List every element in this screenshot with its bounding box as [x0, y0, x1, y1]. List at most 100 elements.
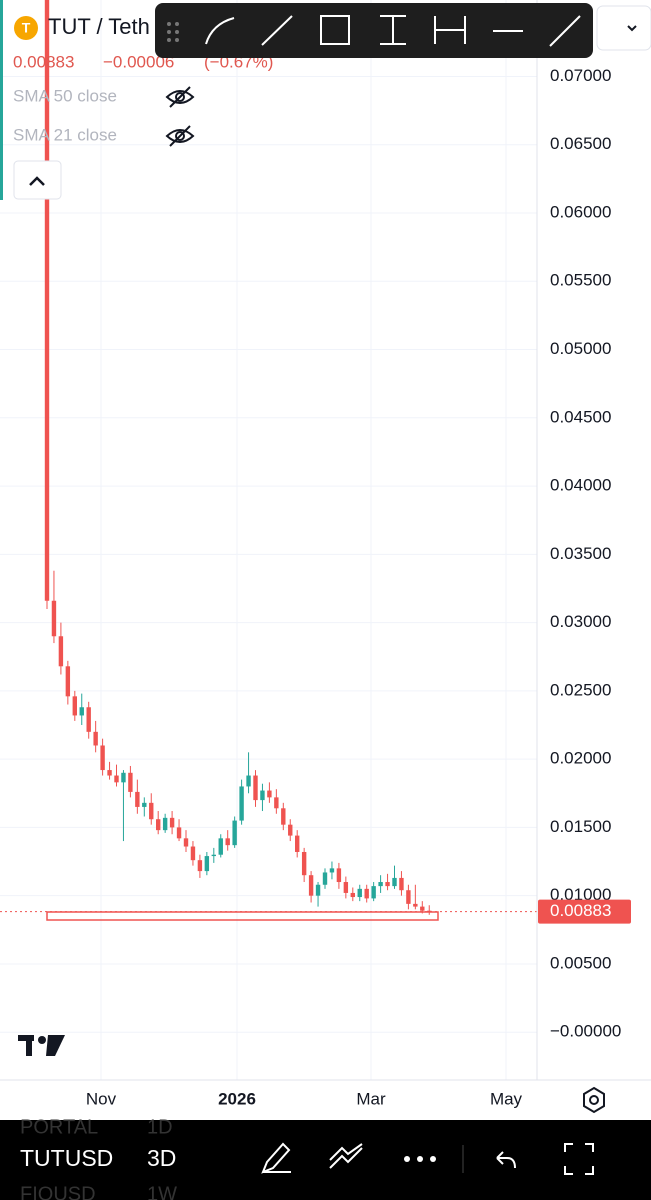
candle-body: [308, 875, 314, 896]
more-button[interactable]: [404, 1156, 436, 1162]
settings-button[interactable]: [583, 1086, 605, 1114]
candle-body: [232, 820, 237, 846]
coin-icon: [14, 16, 38, 40]
candle-body: [183, 838, 189, 847]
candle-body: [322, 872, 328, 885]
candle-body: [128, 772, 133, 792]
price-change: −0.00006: [103, 52, 174, 71]
fullscreen-button[interactable]: [564, 1143, 594, 1175]
candle-body: [357, 888, 362, 898]
x-tick-label: Mar: [356, 1089, 386, 1108]
candle-body: [176, 827, 182, 839]
last-price-label: 0.00883: [550, 901, 611, 920]
y-tick-label: 0.04500: [550, 407, 611, 426]
candle-body: [142, 802, 147, 807]
indicator-label[interactable]: SMA 21 close: [13, 125, 117, 144]
y-tick-label: 0.07000: [550, 66, 611, 85]
candle-body: [135, 791, 140, 807]
candle-body: [274, 797, 279, 809]
coin-glyph: T: [22, 20, 31, 36]
grid: [0, 0, 537, 1080]
y-tick-label: 0.02500: [550, 680, 611, 699]
bottom-bar: [0, 1120, 651, 1200]
y-tick-label: −0.00000: [550, 1022, 621, 1041]
undo-button[interactable]: [496, 1151, 516, 1169]
candle-body: [107, 770, 112, 776]
edge-bar: [0, 0, 3, 200]
x-tick-label: May: [490, 1089, 523, 1108]
candle-body: [51, 600, 57, 637]
y-tick-label: 0.06000: [550, 202, 611, 221]
drawn-rectangle[interactable]: [46, 911, 439, 921]
tool-price-range[interactable]: [380, 15, 406, 45]
candle-body: [225, 838, 230, 846]
x-tick-label: 2026: [218, 1089, 256, 1108]
indicators-button[interactable]: [329, 1143, 363, 1169]
plot: [0, 0, 537, 915]
candle-body: [86, 707, 91, 732]
y-tick-label: 0.06500: [550, 134, 611, 153]
tool-arrow[interactable]: [549, 15, 581, 47]
candle-body: [72, 696, 77, 716]
candle-body: [162, 817, 168, 831]
tool-path[interactable]: [205, 17, 235, 45]
candle-body: [79, 707, 84, 716]
candle-body: [427, 910, 432, 912]
symbol-button[interactable]: TUTUSD: [20, 1145, 113, 1171]
y-tick-label: 0.03000: [550, 612, 611, 631]
dropdown-icon: [627, 25, 637, 32]
candle-body: [114, 775, 119, 783]
candle-body: [385, 882, 390, 887]
candle-body: [260, 790, 265, 801]
candle-body: [121, 772, 126, 783]
candle-body: [239, 786, 244, 821]
collapse-icon: [29, 176, 45, 186]
candle-body: [65, 666, 71, 697]
y-tick-label: 0.01000: [550, 885, 611, 904]
y-tick-label: 0.02000: [550, 749, 611, 768]
candle-body: [149, 802, 154, 820]
candle-body: [413, 903, 418, 907]
candle-body: [281, 808, 286, 825]
candle-body: [392, 877, 397, 887]
interval-button[interactable]: 3D: [147, 1145, 176, 1171]
candle-body: [156, 819, 161, 831]
tool-line[interactable]: [261, 15, 293, 46]
candle-body: [329, 868, 335, 873]
logo: [18, 1035, 65, 1056]
candle-body: [288, 824, 293, 836]
candle-body: [211, 854, 216, 857]
y-tick-label: 0.05000: [550, 339, 611, 358]
candle-body: [301, 851, 307, 876]
y-tick-label: 0.04000: [550, 476, 611, 495]
last-price: 0.00883: [13, 52, 74, 71]
candle-body: [364, 888, 369, 899]
candle-body: [58, 636, 64, 667]
candle-body: [190, 846, 196, 861]
candle-body: [267, 790, 272, 798]
candle-body: [218, 838, 223, 855]
labels: 0.07000 0.06500 0.06000 0.05500 0.05000 0.045…: [86, 66, 631, 1108]
candle-body: [350, 892, 355, 898]
y-tick-label: 0.01500: [550, 817, 611, 836]
candle-body: [246, 775, 251, 787]
tool-rect[interactable]: [320, 15, 350, 45]
candle-body: [44, 0, 50, 601]
candle-body: [100, 745, 105, 771]
drawing-toolbar: [155, 3, 593, 58]
indicator-label[interactable]: SMA 50 close: [13, 86, 117, 105]
candle-body: [399, 877, 404, 891]
prev-symbol: PORTAL: [20, 1116, 98, 1138]
tool-date-range[interactable]: [434, 16, 466, 44]
next-symbol: FIOUSD: [20, 1183, 96, 1200]
dropdown[interactable]: [596, 5, 651, 51]
draw-button[interactable]: [261, 1142, 291, 1174]
candle-body: [253, 775, 258, 801]
prev-interval: 1D: [147, 1116, 173, 1138]
candle-body: [315, 884, 321, 896]
candle-body: [336, 868, 342, 883]
x-tick-label: Nov: [86, 1089, 117, 1108]
hide-icons[interactable]: [165, 86, 195, 147]
